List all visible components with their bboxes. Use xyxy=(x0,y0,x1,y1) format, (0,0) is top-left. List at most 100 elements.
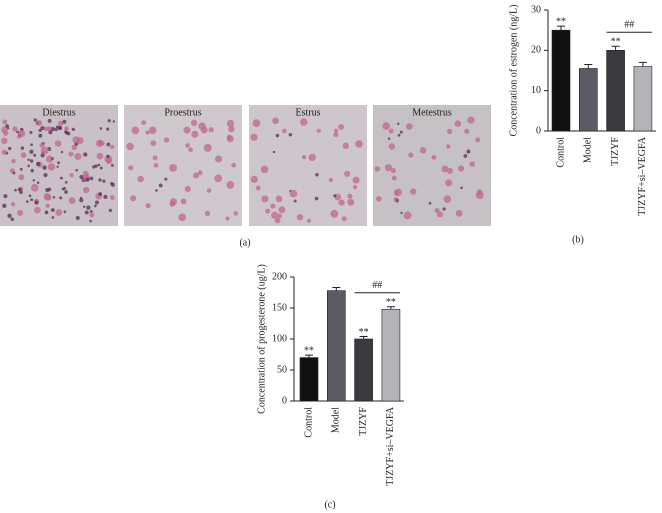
cell xyxy=(275,133,280,138)
cell xyxy=(316,128,321,133)
cell xyxy=(99,127,103,130)
x-tick-label: Control xyxy=(303,407,314,438)
cell xyxy=(277,213,283,219)
cell xyxy=(48,130,53,135)
cell xyxy=(36,161,41,166)
cell xyxy=(446,144,451,149)
cell xyxy=(403,211,412,220)
cell xyxy=(434,208,440,214)
cell xyxy=(333,194,337,198)
cell xyxy=(26,200,29,203)
cell xyxy=(110,144,115,150)
cell xyxy=(390,168,396,174)
cell xyxy=(399,130,403,134)
cell xyxy=(204,210,211,217)
cell xyxy=(79,174,84,180)
panel-label: (a) xyxy=(239,237,250,248)
cell xyxy=(193,172,200,179)
cell xyxy=(20,152,27,158)
cell xyxy=(272,117,279,125)
cell xyxy=(10,202,16,207)
cell xyxy=(333,128,339,133)
cell xyxy=(164,177,168,181)
cell xyxy=(214,174,223,183)
cell xyxy=(51,216,55,219)
cell xyxy=(198,122,206,130)
bar xyxy=(354,338,373,402)
cell xyxy=(252,119,261,127)
cell xyxy=(397,133,401,137)
cell xyxy=(54,140,62,147)
cell xyxy=(75,215,80,221)
cell xyxy=(475,137,481,143)
cell xyxy=(29,159,34,163)
image-label: Estrus xyxy=(296,107,321,118)
cell xyxy=(98,192,103,196)
cell xyxy=(344,170,351,177)
cell xyxy=(330,209,339,218)
bar xyxy=(326,290,346,402)
cell xyxy=(314,196,319,201)
cell xyxy=(64,126,69,132)
cell xyxy=(446,128,453,135)
image-label: Metestrus xyxy=(412,107,452,118)
cell xyxy=(274,217,281,224)
x-tick-label: Model xyxy=(583,137,594,163)
cell xyxy=(83,152,88,157)
x-tick-label: TJZYF xyxy=(358,407,369,436)
cell xyxy=(45,188,50,192)
cell xyxy=(255,185,261,191)
cell xyxy=(68,197,76,205)
cell xyxy=(130,195,137,202)
cell xyxy=(315,173,319,177)
cell xyxy=(388,143,395,150)
y-tick-label: 150 xyxy=(272,302,287,313)
cell xyxy=(382,122,390,130)
cell xyxy=(152,155,158,161)
cell xyxy=(188,147,193,153)
cell xyxy=(10,217,15,221)
cell xyxy=(231,162,237,168)
cell xyxy=(225,216,230,221)
cell xyxy=(105,158,112,165)
image-label: Diestrus xyxy=(42,107,75,118)
cell xyxy=(158,183,163,188)
cell xyxy=(169,164,177,172)
cell xyxy=(233,211,238,216)
cell xyxy=(19,167,23,171)
cell xyxy=(206,188,212,193)
cell xyxy=(94,204,97,208)
significance-marker: ** xyxy=(386,297,396,308)
cell xyxy=(282,128,287,134)
cell xyxy=(467,116,475,124)
cell xyxy=(271,211,279,219)
panel-label: (b) xyxy=(572,234,584,245)
cell xyxy=(8,146,12,151)
cell xyxy=(30,168,34,173)
cell xyxy=(44,210,49,215)
error-bar xyxy=(305,354,313,358)
cell xyxy=(1,149,7,155)
cell xyxy=(89,212,95,218)
cell xyxy=(68,151,74,157)
cell xyxy=(228,125,235,133)
cell xyxy=(443,195,452,204)
bar xyxy=(633,66,653,132)
cell xyxy=(47,118,52,123)
bar xyxy=(578,68,598,132)
cell xyxy=(400,211,403,215)
cell xyxy=(141,120,147,126)
cell xyxy=(352,176,360,184)
cell xyxy=(54,127,58,132)
cell xyxy=(150,140,157,146)
cell xyxy=(74,152,82,160)
cell xyxy=(169,201,176,207)
cell xyxy=(17,187,22,192)
cell xyxy=(69,173,74,178)
x-tick-label: Model xyxy=(331,407,342,433)
bracket-label: ## xyxy=(624,20,634,31)
cell xyxy=(445,179,453,187)
cell xyxy=(300,118,308,126)
cell xyxy=(109,195,115,200)
